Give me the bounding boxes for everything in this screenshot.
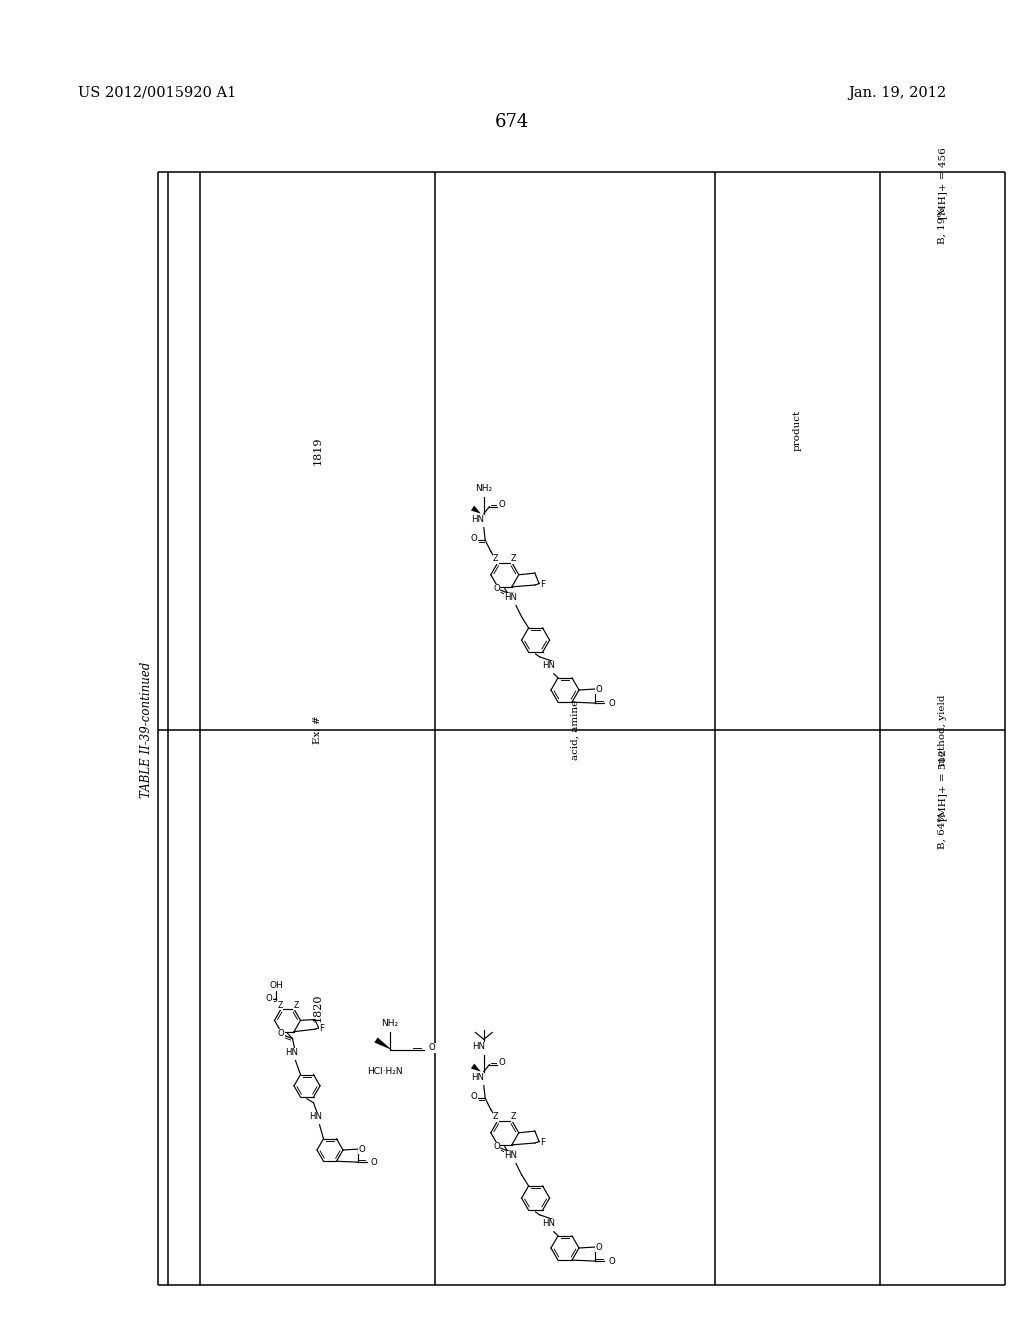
Text: HN: HN (285, 1048, 298, 1057)
Text: B, 64%: B, 64% (938, 812, 947, 849)
Text: Z: Z (511, 554, 516, 564)
Text: Ex. #: Ex. # (313, 715, 322, 744)
Text: O: O (493, 1142, 500, 1151)
Text: TABLE II-39-continued: TABLE II-39-continued (140, 661, 154, 799)
Text: HN: HN (543, 1220, 555, 1228)
Text: O: O (499, 1059, 506, 1067)
Text: OH: OH (269, 981, 283, 990)
Text: 674: 674 (495, 114, 529, 131)
Polygon shape (471, 506, 481, 513)
Text: O: O (493, 585, 500, 593)
Text: NH₂: NH₂ (381, 1019, 398, 1027)
Text: HN: HN (309, 1113, 322, 1121)
Text: O: O (499, 500, 506, 510)
Text: 1819: 1819 (312, 437, 323, 465)
Text: HN: HN (472, 1043, 485, 1051)
Text: HN: HN (543, 661, 555, 671)
Text: [MH]+ = 456: [MH]+ = 456 (938, 147, 947, 219)
Polygon shape (471, 1064, 481, 1072)
Text: O: O (608, 698, 614, 708)
Text: HN: HN (505, 1151, 517, 1160)
Text: HN: HN (505, 593, 517, 602)
Text: O: O (358, 1144, 365, 1154)
Text: F: F (540, 579, 545, 589)
Polygon shape (375, 1038, 392, 1049)
Text: O: O (608, 1257, 614, 1266)
Text: NH₂: NH₂ (475, 484, 493, 494)
Text: O: O (429, 1044, 435, 1052)
Text: HN: HN (471, 1073, 484, 1082)
Text: US 2012/0015920 A1: US 2012/0015920 A1 (78, 86, 237, 100)
Text: HCl·H₂N: HCl·H₂N (368, 1068, 402, 1077)
Text: O: O (595, 685, 602, 693)
Text: product: product (793, 409, 802, 450)
Text: O: O (371, 1158, 377, 1167)
Text: O: O (471, 1092, 477, 1101)
Text: Z: Z (293, 1001, 299, 1010)
Text: 1820: 1820 (312, 993, 323, 1022)
Text: O: O (266, 994, 272, 1003)
Text: O: O (595, 1242, 602, 1251)
Text: Jan. 19, 2012: Jan. 19, 2012 (848, 86, 946, 100)
Text: [MH]+ = 512: [MH]+ = 512 (938, 750, 947, 821)
Text: F: F (540, 1138, 545, 1147)
Text: Z: Z (278, 1001, 283, 1010)
Text: O: O (471, 533, 477, 543)
Text: B, 19%: B, 19% (938, 206, 947, 244)
Text: Z: Z (511, 1113, 516, 1121)
Text: Z: Z (493, 554, 499, 564)
Text: F: F (319, 1024, 325, 1034)
Text: Z: Z (493, 1113, 499, 1121)
Text: acid, amine: acid, amine (570, 700, 580, 760)
Text: HN: HN (471, 515, 484, 524)
Text: O: O (278, 1030, 285, 1038)
Text: method, yield: method, yield (938, 694, 947, 766)
